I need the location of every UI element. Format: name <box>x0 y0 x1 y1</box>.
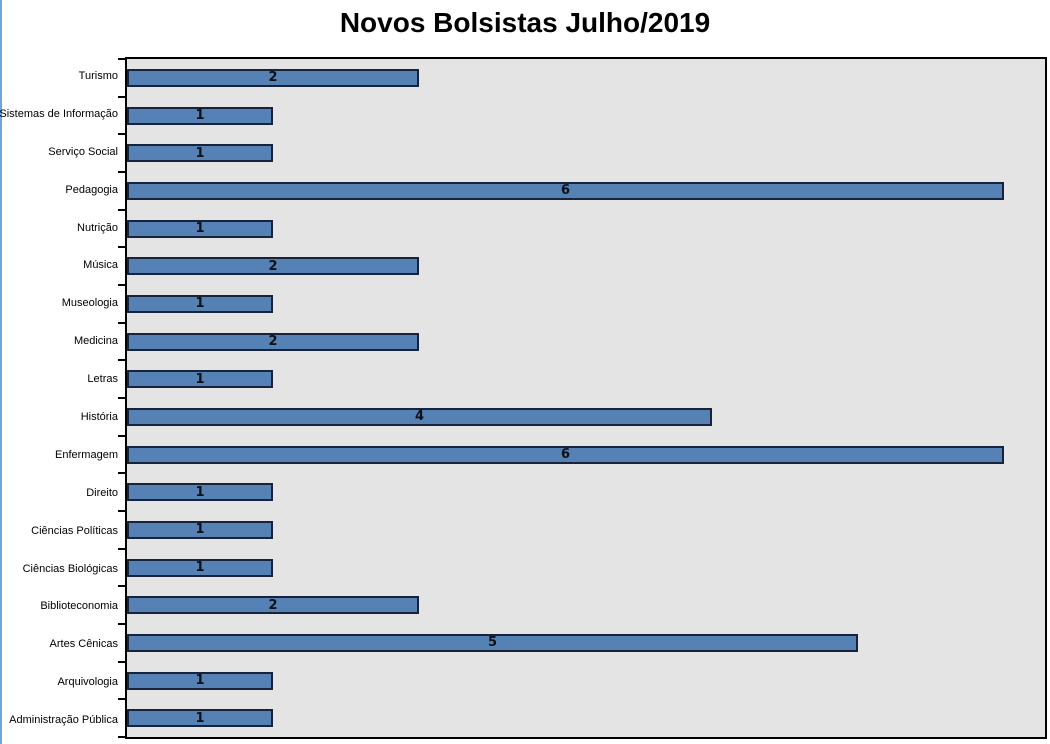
chart-title: Novos Bolsistas Julho/2019 <box>339 7 711 38</box>
category-label: Turismo <box>78 69 118 82</box>
axis-tick <box>118 736 125 738</box>
bar-row: 4 <box>127 398 1045 436</box>
bar-value-label: 1 <box>195 371 205 387</box>
axis-tick <box>118 171 125 173</box>
bar-value-label: 1 <box>195 296 205 312</box>
bar-row: 1 <box>127 134 1045 172</box>
bar: 1 <box>127 294 273 313</box>
bar: 2 <box>127 257 419 276</box>
bar-value-label: 1 <box>195 145 205 161</box>
bar-value-label: 1 <box>195 221 205 237</box>
bar-value-label: 1 <box>195 484 205 500</box>
bar-row: 2 <box>127 247 1045 285</box>
bar: 6 <box>127 181 1004 200</box>
bar: 2 <box>127 596 419 615</box>
axis-tick <box>118 359 125 361</box>
bar: 5 <box>127 633 858 652</box>
category-label: Biblioteconomia <box>40 600 118 613</box>
bar: 1 <box>127 709 273 728</box>
category-axis-labels: Turismo Sistemas de Informação Serviço Soc… <box>0 57 118 739</box>
bar-value-label: 1 <box>195 560 205 576</box>
bar-value-label: 2 <box>268 258 278 274</box>
axis-tick <box>118 397 125 399</box>
axis-tick <box>118 585 125 587</box>
bar-row: 1 <box>127 511 1045 549</box>
axis-tick <box>118 284 125 286</box>
axis-tick <box>118 58 125 60</box>
axis-tick <box>118 209 125 211</box>
axis-tick <box>118 435 125 437</box>
bar-row: 2 <box>127 59 1045 97</box>
category-label: Administração Pública <box>9 714 118 727</box>
bar-value-label: 6 <box>560 447 571 463</box>
chart-left-border <box>0 0 2 744</box>
bar-row: 5 <box>127 624 1045 662</box>
bar-row: 6 <box>127 436 1045 474</box>
bar-value-label: 6 <box>560 183 571 199</box>
bar-row: 1 <box>127 97 1045 135</box>
bar: 1 <box>127 370 273 389</box>
bar-row: 2 <box>127 323 1045 361</box>
category-label: Enfermagem <box>55 448 118 461</box>
bar-value-label: 2 <box>268 334 278 350</box>
bar: 2 <box>127 332 419 351</box>
category-label: Direito <box>86 486 118 499</box>
category-label: Arquivologia <box>57 676 118 689</box>
bar: 1 <box>127 483 273 502</box>
category-label: Sistemas de Informação <box>0 107 118 120</box>
bar: 1 <box>127 558 273 577</box>
axis-tick <box>118 548 125 550</box>
bar: 4 <box>127 407 712 426</box>
category-label: Museologia <box>61 297 118 310</box>
category-label: Ciências Biológicas <box>22 562 118 575</box>
bar-value-label: 1 <box>195 522 205 538</box>
bar-value-label: 5 <box>487 635 498 651</box>
category-label: Música <box>83 259 118 272</box>
category-label: Pedagogia <box>65 183 118 196</box>
bar-value-label: 2 <box>268 70 278 86</box>
category-label: História <box>80 410 118 423</box>
bar: 1 <box>127 520 273 539</box>
axis-tick <box>118 133 125 135</box>
bar: 6 <box>127 445 1004 464</box>
bar-row: 1 <box>127 473 1045 511</box>
bar: 1 <box>127 106 273 125</box>
bar-value-label: 1 <box>195 673 205 689</box>
bar-value-label: 2 <box>268 597 278 613</box>
axis-tick <box>118 322 125 324</box>
axis-tick <box>118 623 125 625</box>
category-label: Ciências Políticas <box>31 524 118 537</box>
bar: 2 <box>127 68 419 87</box>
category-label: Nutrição <box>77 221 118 234</box>
category-label: Serviço Social <box>48 145 118 158</box>
bar-row: 1 <box>127 662 1045 700</box>
bar-value-label: 4 <box>414 409 425 425</box>
bar-row: 1 <box>127 549 1045 587</box>
bar-value-label: 1 <box>195 108 205 123</box>
axis-tick <box>118 698 125 700</box>
category-label: Artes Cênicas <box>49 638 118 651</box>
bar-row: 1 <box>127 210 1045 248</box>
category-label: Medicina <box>73 335 118 348</box>
axis-tick <box>118 661 125 663</box>
axis-tick <box>118 96 125 98</box>
axis-tick <box>118 246 125 248</box>
bar-row: 6 <box>127 172 1045 210</box>
bar-row: 1 <box>127 360 1045 398</box>
bar-value-label: 1 <box>195 710 205 726</box>
bar: 1 <box>127 219 273 238</box>
bar-row: 1 <box>127 285 1045 323</box>
bar: 1 <box>127 671 273 690</box>
bar: 1 <box>127 144 273 163</box>
category-label: Letras <box>87 373 118 386</box>
bar-row: 2 <box>127 586 1045 624</box>
bar-row: 1 <box>127 699 1045 737</box>
axis-tick <box>118 510 125 512</box>
axis-tick <box>118 472 125 474</box>
